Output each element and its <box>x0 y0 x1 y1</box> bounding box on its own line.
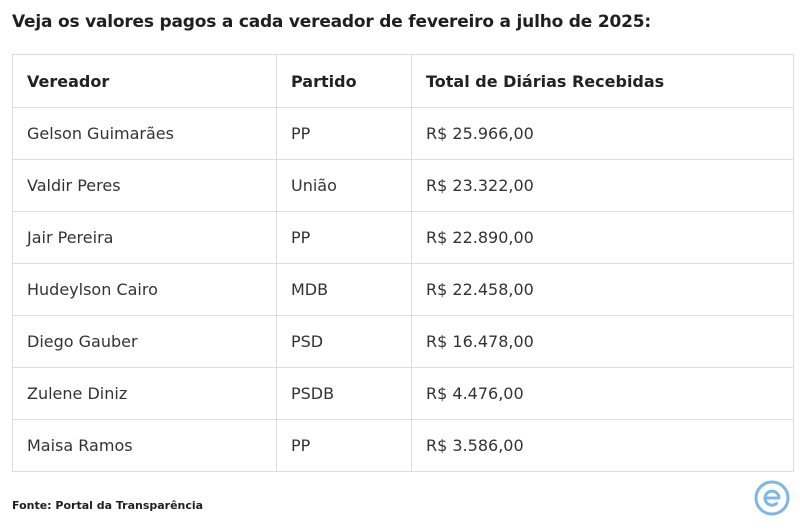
column-header-total: Total de Diárias Recebidas <box>411 54 794 108</box>
cell-vereador: Jair Pereira <box>12 211 277 264</box>
table-row: Jair Pereira PP R$ 22.890,00 <box>12 211 794 264</box>
cell-partido: União <box>276 159 412 212</box>
e-logo-icon <box>754 480 790 516</box>
cell-vereador: Zulene Diniz <box>12 367 277 420</box>
column-header-partido: Partido <box>276 54 412 108</box>
cell-total: R$ 3.586,00 <box>411 419 794 472</box>
table-header-row: Vereador Partido Total de Diárias Recebi… <box>12 54 794 108</box>
table-row: Maisa Ramos PP R$ 3.586,00 <box>12 419 794 472</box>
cell-partido: MDB <box>276 263 412 316</box>
cell-total: R$ 16.478,00 <box>411 315 794 368</box>
table-row: Diego Gauber PSD R$ 16.478,00 <box>12 315 794 368</box>
cell-partido: PP <box>276 211 412 264</box>
cell-total: R$ 25.966,00 <box>411 107 794 160</box>
table-row: Hudeylson Cairo MDB R$ 22.458,00 <box>12 263 794 316</box>
table-row: Valdir Peres União R$ 23.322,00 <box>12 159 794 212</box>
table-row: Zulene Diniz PSDB R$ 4.476,00 <box>12 367 794 420</box>
cell-total: R$ 22.890,00 <box>411 211 794 264</box>
cell-vereador: Maisa Ramos <box>12 419 277 472</box>
source-caption: Fonte: Portal da Transparência <box>12 499 204 512</box>
cell-partido: PSD <box>276 315 412 368</box>
cell-total: R$ 4.476,00 <box>411 367 794 420</box>
page-heading: Veja os valores pagos a cada vereador de… <box>12 12 651 32</box>
cell-vereador: Hudeylson Cairo <box>12 263 277 316</box>
cell-total: R$ 22.458,00 <box>411 263 794 316</box>
column-header-vereador: Vereador <box>12 54 277 108</box>
payments-table: Vereador Partido Total de Diárias Recebi… <box>12 54 794 472</box>
table-row: Gelson Guimarães PP R$ 25.966,00 <box>12 107 794 160</box>
cell-vereador: Diego Gauber <box>12 315 277 368</box>
cell-total: R$ 23.322,00 <box>411 159 794 212</box>
cell-partido: PP <box>276 419 412 472</box>
cell-vereador: Valdir Peres <box>12 159 277 212</box>
cell-vereador: Gelson Guimarães <box>12 107 277 160</box>
cell-partido: PP <box>276 107 412 160</box>
cell-partido: PSDB <box>276 367 412 420</box>
